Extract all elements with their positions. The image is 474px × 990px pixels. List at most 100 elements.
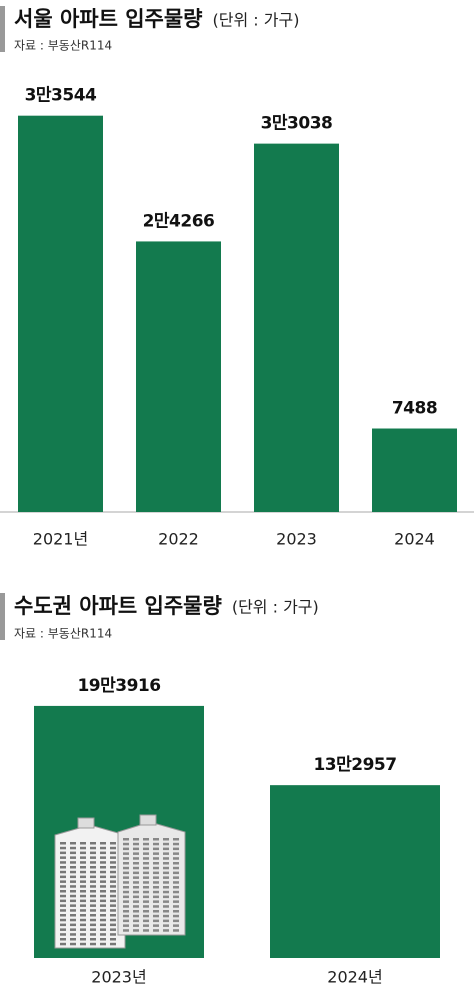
- window: [60, 866, 66, 869]
- window: [60, 909, 66, 912]
- window: [133, 842, 139, 846]
- window: [60, 914, 66, 917]
- window: [163, 847, 169, 851]
- title-accent: [0, 6, 5, 52]
- window: [80, 842, 86, 845]
- window: [90, 904, 96, 907]
- window: [153, 886, 159, 889]
- window: [143, 919, 149, 923]
- window: [70, 866, 76, 869]
- chart-title: 서울 아파트 입주물량: [14, 7, 203, 31]
- bar: [372, 428, 457, 512]
- title-accent: [0, 593, 5, 640]
- window: [60, 928, 66, 931]
- window: [100, 928, 106, 931]
- window: [163, 881, 169, 884]
- window: [110, 842, 116, 845]
- window: [143, 852, 149, 855]
- window: [143, 890, 149, 894]
- window: [100, 856, 106, 859]
- window: [163, 862, 169, 865]
- building-illustration: [54, 814, 186, 949]
- window: [173, 924, 179, 927]
- window: [163, 900, 169, 903]
- x-tick-label: 2024: [394, 530, 435, 549]
- window: [110, 856, 116, 859]
- window: [143, 842, 149, 846]
- window: [80, 880, 86, 883]
- window: [70, 928, 76, 931]
- window: [163, 871, 169, 875]
- window: [80, 928, 86, 931]
- window: [153, 871, 159, 875]
- window: [123, 847, 129, 851]
- window: [123, 838, 129, 841]
- window: [173, 910, 179, 913]
- window: [70, 861, 76, 864]
- window: [133, 871, 139, 875]
- window: [100, 923, 106, 927]
- window: [110, 866, 116, 869]
- window: [143, 871, 149, 875]
- window: [123, 881, 129, 884]
- window: [70, 899, 76, 903]
- window: [80, 866, 86, 869]
- window: [143, 924, 149, 927]
- window: [90, 875, 96, 879]
- x-tick-label: 2023년: [91, 968, 146, 987]
- window: [143, 900, 149, 903]
- window: [173, 905, 179, 908]
- window: [123, 866, 129, 870]
- window: [70, 938, 76, 941]
- window: [110, 894, 116, 898]
- unit-note: (단위 : 가구): [213, 11, 300, 30]
- window: [163, 924, 169, 927]
- window: [153, 842, 159, 846]
- x-tick-label: 2023: [276, 530, 317, 549]
- window: [90, 923, 96, 927]
- window: [110, 861, 116, 864]
- window: [123, 914, 129, 918]
- window: [90, 885, 96, 888]
- window: [163, 919, 169, 923]
- window: [153, 876, 159, 879]
- window: [173, 919, 179, 923]
- window: [143, 876, 149, 879]
- window: [143, 905, 149, 908]
- window: [133, 862, 139, 865]
- window: [133, 876, 139, 879]
- bar: [18, 115, 103, 513]
- window: [173, 852, 179, 855]
- window: [110, 918, 116, 922]
- window: [133, 895, 139, 899]
- window: [133, 866, 139, 870]
- value-label: 3만3038: [261, 114, 333, 134]
- window: [70, 842, 76, 845]
- window: [123, 900, 129, 903]
- window: [110, 885, 116, 888]
- window: [110, 890, 116, 893]
- window: [173, 871, 179, 875]
- x-tick-label: 2022: [158, 530, 199, 549]
- window: [110, 870, 116, 874]
- window: [153, 919, 159, 923]
- unit-note: (단위 : 가구): [232, 598, 319, 617]
- window: [100, 861, 106, 864]
- window: [153, 857, 159, 860]
- window: [133, 905, 139, 908]
- window: [163, 895, 169, 899]
- window: [90, 890, 96, 893]
- window: [70, 923, 76, 927]
- source: 자료 : 부동산R114: [14, 39, 112, 53]
- window: [153, 847, 159, 851]
- window: [80, 909, 86, 912]
- window: [163, 876, 169, 879]
- window: [153, 895, 159, 899]
- window: [163, 886, 169, 889]
- window: [80, 942, 86, 946]
- window: [163, 842, 169, 846]
- window: [60, 894, 66, 898]
- value-label: 2만4266: [143, 211, 215, 231]
- window: [173, 890, 179, 894]
